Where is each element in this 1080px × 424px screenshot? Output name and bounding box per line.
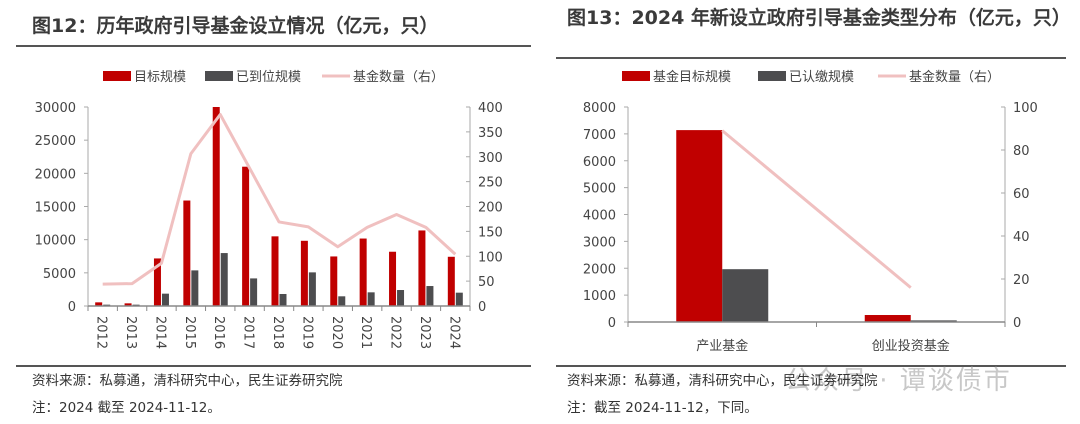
bar-target — [864, 315, 911, 322]
x-tick-label: 2014 — [152, 316, 167, 349]
bar-target — [271, 236, 279, 306]
left-tick-label: 0 — [608, 316, 616, 331]
left-note: 注：2024 截至 2024-11-12。 — [32, 400, 221, 416]
bar-paid — [191, 270, 199, 306]
bar-paid — [161, 293, 169, 306]
left-tick-label: 5000 — [43, 267, 76, 282]
right-title-divider — [556, 57, 1066, 59]
legend-label: 目标规模 — [134, 70, 186, 85]
left-tick-label: 0 — [68, 300, 76, 315]
left-tick-label: 1000 — [583, 289, 616, 304]
bar-target — [330, 256, 338, 306]
right-tick-label: 60 — [1013, 187, 1030, 202]
bar-paid — [722, 269, 769, 322]
x-tick-label: 2021 — [358, 316, 373, 349]
bar-paid — [220, 253, 228, 306]
right-tick-label: 300 — [478, 151, 503, 166]
right-tick-label: 40 — [1013, 230, 1030, 245]
left-tick-label: 25000 — [35, 134, 76, 149]
legend-swatch — [622, 71, 650, 81]
right-tick-label: 50 — [478, 275, 495, 290]
bar-target — [124, 303, 132, 306]
left-tick-label: 8000 — [583, 101, 616, 116]
right-tick-label: 100 — [1013, 101, 1038, 116]
left-tick-label: 20000 — [35, 167, 76, 182]
count-line — [102, 112, 457, 286]
x-tick-label: 2018 — [270, 316, 285, 349]
right-tick-label: 0 — [1013, 316, 1021, 331]
legend-label: 基金目标规模 — [653, 69, 731, 85]
bar-target — [242, 166, 250, 306]
bar-paid — [455, 292, 463, 306]
right-tick-label: 200 — [478, 201, 503, 216]
bar-target — [359, 238, 367, 306]
legend-label: 基金数量（右） — [909, 69, 1000, 85]
bar-target — [212, 107, 220, 306]
right-tick-label: 350 — [478, 126, 503, 141]
x-tick-label: 创业投资基金 — [872, 338, 950, 354]
count-line — [721, 129, 912, 289]
left-tick-label: 30000 — [35, 101, 76, 116]
legend-swatch — [103, 71, 131, 81]
left-title-divider — [16, 45, 531, 47]
legend-label: 基金数量（右） — [353, 69, 444, 85]
right-tick-label: 0 — [478, 300, 486, 315]
legend-swatch — [205, 71, 233, 81]
left-tick-label: 3000 — [583, 235, 616, 250]
legend-label: 已认缴规模 — [789, 70, 854, 85]
legend-swatch — [758, 71, 786, 81]
left-tick-label: 7000 — [583, 128, 616, 143]
left-tick-label: 6000 — [583, 155, 616, 170]
bar-paid — [367, 292, 375, 306]
bar-target — [95, 302, 103, 306]
left-tick-label: 5000 — [583, 182, 616, 197]
x-tick-label: 2019 — [299, 316, 314, 349]
x-tick-label: 产业基金 — [696, 338, 748, 354]
left-chart-title: 图12：历年政府引导基金设立情况（亿元，只） — [32, 15, 439, 37]
right-tick-label: 400 — [478, 101, 503, 116]
bar-paid — [308, 272, 316, 306]
x-tick-label: 2016 — [211, 316, 226, 349]
left-source: 资料来源：私募通，清科研究中心，民生证券研究院 — [32, 373, 343, 389]
bar-paid — [910, 320, 957, 322]
watermark: 公众号 · 谭谈债市 — [785, 366, 1012, 396]
right-note: 注：截至 2024-11-12，下同。 — [567, 400, 758, 416]
left-tick-label: 15000 — [35, 201, 76, 216]
right-tick-label: 80 — [1013, 144, 1030, 159]
right-tick-label: 150 — [478, 225, 503, 240]
right-footer-divider — [556, 365, 1066, 367]
bar-target — [153, 258, 161, 306]
left-footer-divider — [16, 365, 531, 367]
right-tick-label: 100 — [478, 250, 503, 265]
bar-paid — [279, 293, 287, 306]
bar-target — [418, 230, 426, 306]
legend-label: 已到位规模 — [236, 70, 301, 85]
bar-paid — [426, 286, 434, 306]
x-tick-label: 2023 — [417, 316, 432, 349]
x-tick-label: 2024 — [446, 316, 461, 349]
bar-target — [676, 130, 723, 322]
x-tick-label: 2015 — [182, 316, 197, 349]
x-tick-label: 2013 — [123, 316, 138, 349]
bar-paid — [250, 278, 258, 306]
x-tick-label: 2012 — [94, 316, 109, 349]
left-tick-label: 4000 — [583, 209, 616, 224]
bar-paid — [338, 296, 346, 306]
x-tick-label: 2020 — [329, 316, 344, 349]
bar-target — [300, 240, 308, 306]
right-source: 资料来源：私募通，清科研究中心，民生证券研究院 — [567, 373, 878, 389]
right-tick-label: 250 — [478, 176, 503, 191]
bar-target — [183, 200, 191, 306]
bar-target — [447, 256, 455, 306]
left-tick-label: 10000 — [35, 234, 76, 249]
bar-paid — [397, 290, 405, 306]
x-tick-label: 2022 — [388, 316, 403, 349]
left-tick-label: 2000 — [583, 262, 616, 277]
x-tick-label: 2017 — [241, 316, 256, 349]
right-chart-title: 图13：2024 年新设立政府引导基金类型分布（亿元，只） — [567, 7, 1071, 29]
right-tick-label: 20 — [1013, 273, 1030, 288]
bar-target — [389, 251, 397, 306]
